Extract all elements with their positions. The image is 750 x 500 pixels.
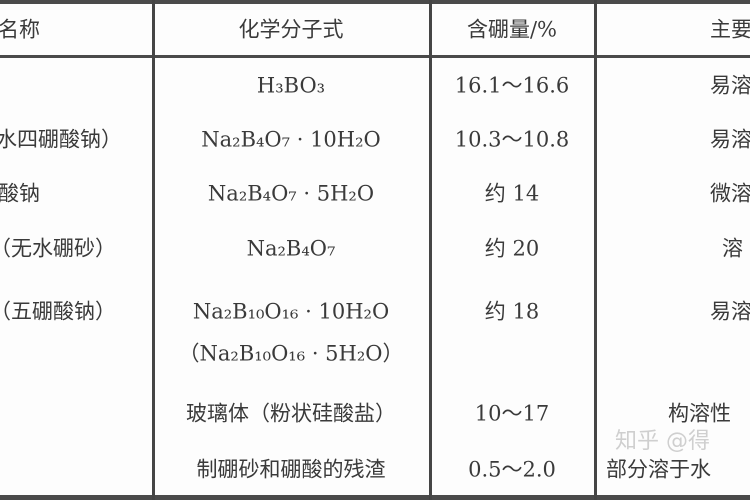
bottom-border (0, 495, 750, 500)
header-name: 名称 (0, 17, 40, 42)
cell-formula: H₃BO₃ (256, 73, 326, 98)
cell-boron: 约 14 (484, 181, 540, 206)
cell-boron: 16.1～16.6 (454, 73, 570, 98)
cell-main: 易溶 (710, 299, 750, 324)
cell-formula-alt: （Na₂B₁₀O₁₆ · 5H₂O） (178, 341, 404, 366)
column-divider (594, 0, 597, 500)
cell-main: 部分溶于水 (606, 457, 711, 482)
cell-main: 微溶 (710, 181, 750, 206)
cell-boron: 10～17 (474, 401, 550, 426)
cell-name: 水四硼酸钠） (0, 127, 122, 152)
cell-formula: 玻璃体（粉状硅酸盐） (186, 401, 396, 426)
cell-formula: Na₂B₄O₇ (246, 236, 336, 261)
cell-main: 易溶 (710, 73, 750, 98)
cell-formula: Na₂B₄O₇ · 10H₂O (201, 127, 381, 152)
cell-main: 构溶性 (668, 401, 731, 426)
cell-main: 易溶 (710, 127, 750, 152)
cell-boron: 约 20 (484, 236, 540, 261)
cell-main: 溶 (722, 236, 743, 261)
cell-name: （五硼酸钠） (0, 299, 116, 324)
cell-name: 酸钠 (0, 181, 40, 206)
header-boron: 含硼量/% (466, 17, 558, 42)
header-main: 主要 (710, 17, 750, 42)
cell-formula: 制硼砂和硼酸的残渣 (196, 457, 386, 482)
cell-formula: Na₂B₁₀O₁₆ · 10H₂O (192, 299, 390, 324)
column-divider (429, 0, 432, 500)
cell-formula: Na₂B₄O₇ · 5H₂O (207, 181, 375, 206)
header-divider (0, 55, 750, 58)
header-formula: 化学分子式 (238, 17, 344, 42)
cell-boron: 10.3～10.8 (454, 127, 570, 152)
cell-name: （无水硼砂） (0, 236, 116, 261)
column-divider (152, 0, 155, 500)
cell-boron: 约 18 (484, 299, 540, 324)
cell-boron: 0.5～2.0 (468, 457, 556, 482)
top-border (0, 0, 750, 4)
watermark: 知乎 @得 (615, 429, 710, 454)
